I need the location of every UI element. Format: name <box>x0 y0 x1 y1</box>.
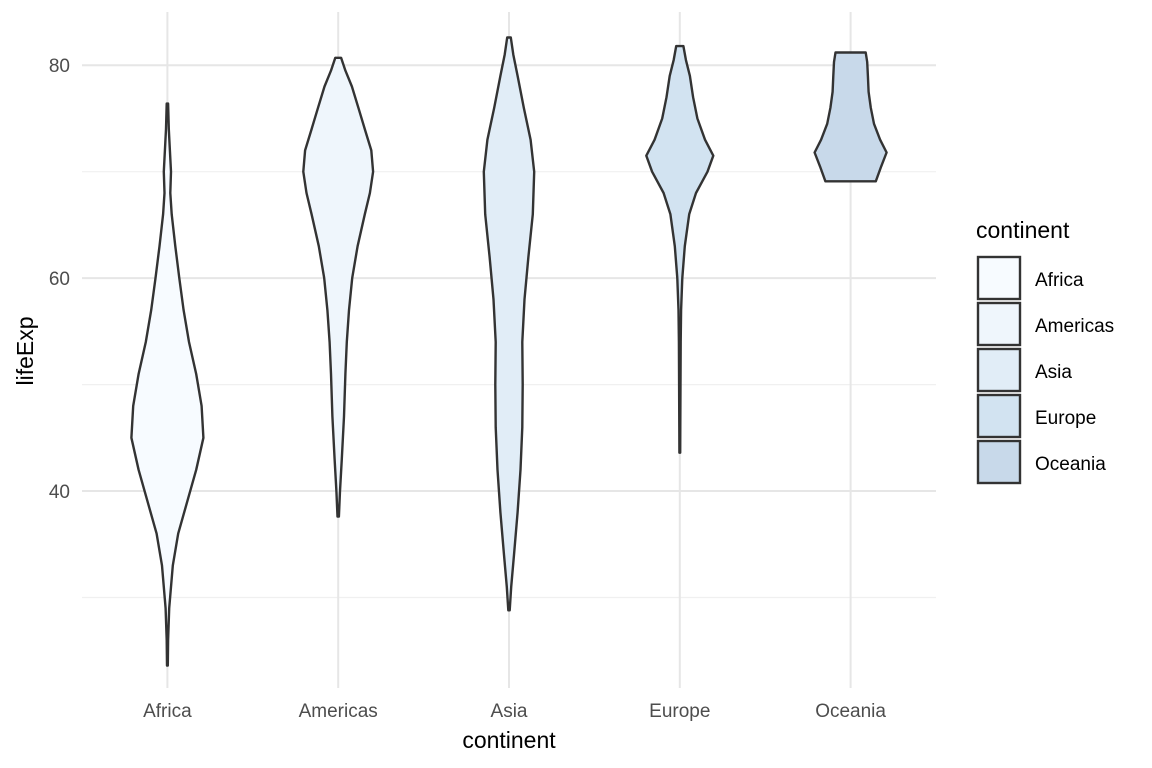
y-tick-label: 40 <box>49 482 70 503</box>
legend-key-asia <box>976 347 1022 393</box>
x-tick-label: Asia <box>491 701 528 722</box>
violin-europe <box>645 44 715 454</box>
y-tick-label: 80 <box>49 56 70 77</box>
legend-label-oceania: Oceania <box>1035 454 1106 475</box>
legend-label-americas: Americas <box>1035 316 1114 337</box>
violin-asia <box>482 36 536 612</box>
violin-oceania <box>813 51 888 183</box>
legend-label-africa: Africa <box>1035 270 1084 291</box>
legend-key-americas <box>976 301 1022 347</box>
x-axis-ticks: Africa Americas Asia Europe Oceania <box>143 701 886 722</box>
y-axis-ticks: 40 60 80 <box>49 56 70 503</box>
y-axis-title: lifeExp <box>12 316 38 385</box>
legend-key-africa <box>976 255 1022 301</box>
legend-label-asia: Asia <box>1035 362 1072 383</box>
legend-key-europe <box>976 393 1022 439</box>
y-tick-label: 60 <box>49 269 70 290</box>
violins <box>130 36 888 667</box>
x-tick-label: Americas <box>299 701 378 722</box>
violin-africa <box>130 102 205 667</box>
violin-americas <box>302 56 375 518</box>
legend-title: continent <box>976 217 1070 243</box>
legend: continent Africa Americas Asia Europe Oceani… <box>976 217 1114 485</box>
x-tick-label: Oceania <box>815 701 886 722</box>
x-axis-title: continent <box>462 727 556 753</box>
x-tick-label: Europe <box>649 701 710 722</box>
x-tick-label: Africa <box>143 701 192 722</box>
legend-key-oceania <box>976 439 1022 485</box>
legend-label-europe: Europe <box>1035 408 1096 429</box>
